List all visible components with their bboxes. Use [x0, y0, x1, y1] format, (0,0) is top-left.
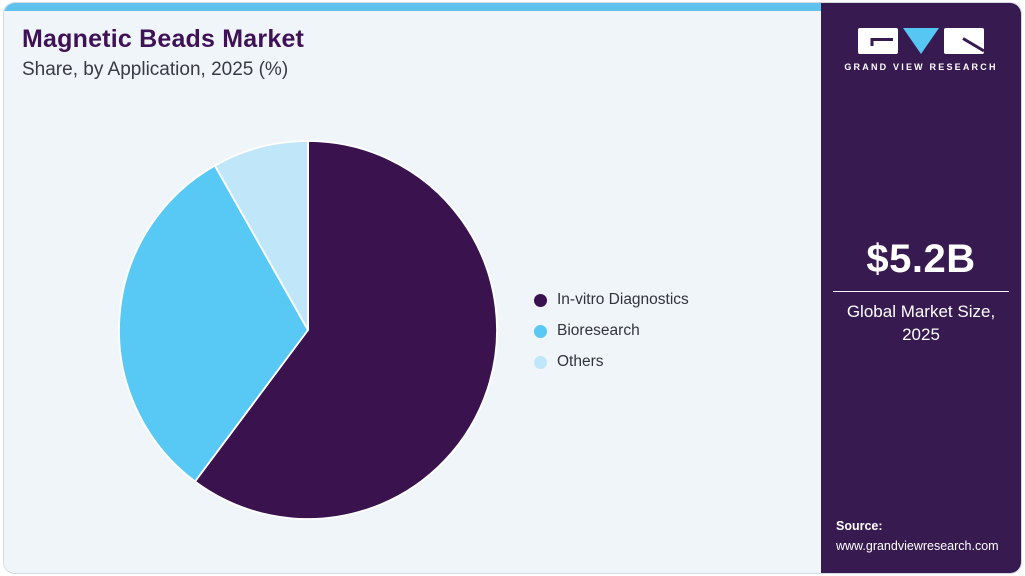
- source-block: Source: www.grandviewresearch.com: [836, 517, 999, 556]
- logo-letter-r-icon: [944, 27, 984, 54]
- page-subtitle: Share, by Application, 2025 (%): [22, 59, 289, 80]
- logo-letter-v-icon: [903, 27, 939, 54]
- market-size-caption: Global Market Size, 2025: [846, 302, 996, 344]
- legend-label: In-vitro Diagnostics: [557, 291, 689, 308]
- brand-panel: GRAND VIEW RESEARCH $5.2B Global Market …: [821, 3, 1021, 573]
- page-title: Magnetic Beads Market: [22, 25, 305, 53]
- logo-letter-g-icon: [858, 27, 898, 54]
- source-url: www.grandviewresearch.com: [836, 538, 999, 553]
- legend-item-bioresearch: Bioresearch: [534, 322, 689, 340]
- accent-topbar: [4, 3, 821, 11]
- legend-dot-icon: [534, 324, 547, 338]
- pie-slice-in-vitro-diagnostics: [194, 140, 498, 520]
- source-label: Source:: [836, 519, 883, 534]
- market-size-divider: [833, 291, 1009, 292]
- legend-item-in-vitro-diagnostics: In-vitro Diagnostics: [534, 291, 689, 309]
- legend-dot-icon: [534, 355, 547, 369]
- market-size-value: $5.2B: [866, 237, 976, 281]
- pie-chart-svg: [118, 140, 498, 520]
- legend-label: Others: [557, 353, 604, 370]
- pie-chart: [116, 138, 500, 522]
- chart-area: Magnetic Beads Market Share, by Applicat…: [4, 3, 821, 573]
- title-block: Magnetic Beads Market Share, by Applicat…: [22, 25, 304, 81]
- infographic-card: Magnetic Beads Market Share, by Applicat…: [3, 2, 1022, 574]
- legend-label: Bioresearch: [557, 322, 640, 339]
- pie-slice-bioresearch: [118, 164, 309, 483]
- market-size-block: $5.2B Global Market Size, 2025: [821, 237, 1021, 347]
- chart-legend: In-vitro Diagnostics Bioresearch Others: [534, 291, 689, 371]
- brand-name: GRAND VIEW RESEARCH: [844, 62, 998, 72]
- gvr-logo: GRAND VIEW RESEARCH: [821, 27, 1021, 72]
- legend-item-others: Others: [534, 353, 689, 371]
- pie-slice-others: [213, 140, 309, 331]
- gvr-logo-mark: [858, 27, 984, 54]
- legend-dot-icon: [534, 293, 547, 307]
